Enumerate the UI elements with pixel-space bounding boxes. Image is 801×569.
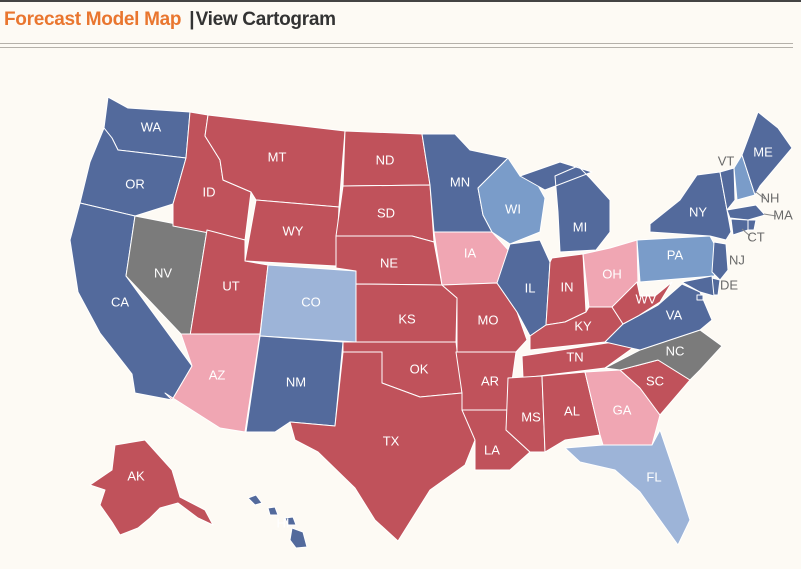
leader-line-nh xyxy=(755,191,766,200)
state-me[interactable] xyxy=(741,111,793,196)
state-nm[interactable] xyxy=(245,335,344,433)
state-hi[interactable] xyxy=(247,494,308,549)
state-tx[interactable] xyxy=(289,351,476,542)
state-ma[interactable] xyxy=(726,204,766,221)
state-ak[interactable] xyxy=(89,439,214,536)
state-md[interactable] xyxy=(681,275,715,297)
leader-line-ma xyxy=(763,213,777,217)
header-divider-bottom xyxy=(0,47,793,48)
state-label-ma: MA xyxy=(773,207,793,222)
states-layer xyxy=(69,96,793,549)
state-label-ct: CT xyxy=(747,229,764,244)
state-ks[interactable] xyxy=(355,283,458,343)
state-label-nj: NJ xyxy=(729,252,745,267)
state-mt[interactable] xyxy=(204,114,346,208)
state-pa[interactable] xyxy=(636,235,725,283)
state-ny[interactable] xyxy=(649,171,732,241)
state-ri[interactable] xyxy=(747,219,757,231)
state-label-vt: VT xyxy=(718,153,735,168)
state-co[interactable] xyxy=(259,264,357,343)
state-sd[interactable] xyxy=(335,184,435,243)
state-ky[interactable] xyxy=(529,306,624,351)
state-ms[interactable] xyxy=(505,375,546,453)
state-vt[interactable] xyxy=(719,167,736,211)
top-border xyxy=(0,0,801,2)
state-fl[interactable] xyxy=(564,429,691,546)
state-wv[interactable] xyxy=(611,281,673,325)
leader-line-ct xyxy=(741,228,751,237)
forecast-map-tab[interactable]: Forecast Model Map xyxy=(4,9,182,30)
state-dc[interactable] xyxy=(696,294,704,301)
view-cartogram-link[interactable]: View Cartogram xyxy=(195,9,336,30)
state-label-de: DE xyxy=(720,277,738,292)
state-nd[interactable] xyxy=(342,130,431,187)
header-separator: | xyxy=(189,9,195,30)
state-nj[interactable] xyxy=(711,241,729,281)
header-divider-top xyxy=(0,43,793,44)
map-header: Forecast Model Map | View Cartogram xyxy=(4,9,336,35)
state-va[interactable] xyxy=(604,283,713,351)
state-al[interactable] xyxy=(541,371,601,453)
state-wy[interactable] xyxy=(244,199,340,267)
state-mi[interactable] xyxy=(519,161,611,253)
